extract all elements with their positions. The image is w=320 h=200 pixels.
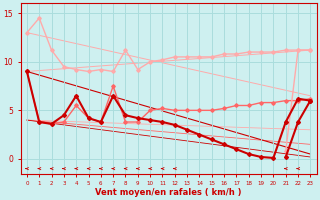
X-axis label: Vent moyen/en rafales ( km/h ): Vent moyen/en rafales ( km/h ) [95, 188, 242, 197]
